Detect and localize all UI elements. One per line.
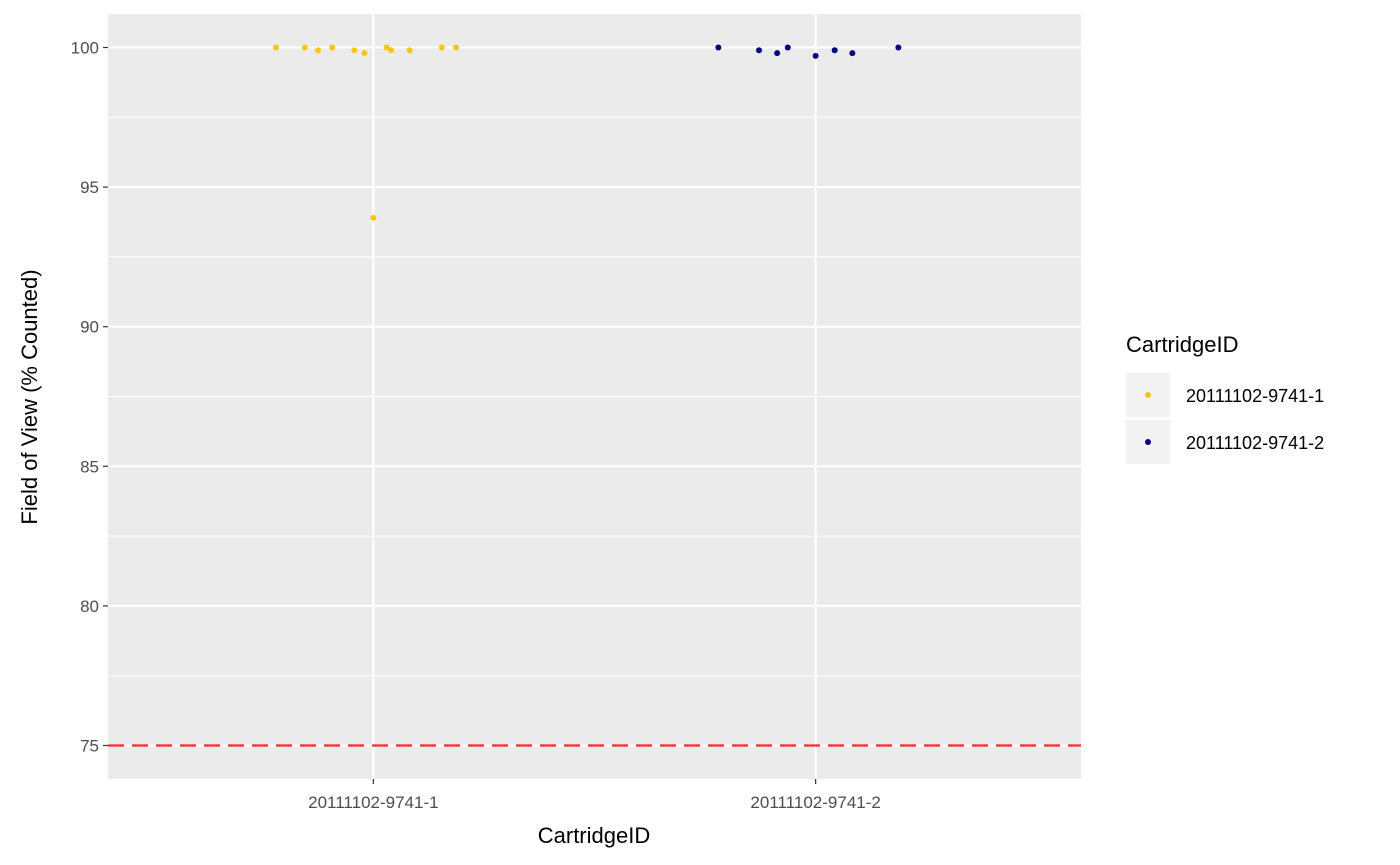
x-axis-title: CartridgeID — [538, 823, 650, 848]
y-tick-label: 100 — [71, 39, 99, 58]
data-point — [715, 44, 722, 51]
x-tick-label: 20111102-9741-2 — [750, 793, 880, 812]
y-axis-title: Field of View (% Counted) — [17, 269, 42, 524]
y-tick-label: 80 — [80, 597, 99, 616]
y-axis: 75 80 85 90 95 100 — [71, 39, 108, 755]
data-point — [383, 44, 390, 51]
legend: CartridgeID 20111102-9741-1 20111102-9741… — [1126, 332, 1324, 464]
data-point — [406, 47, 413, 54]
data-point — [756, 47, 763, 54]
data-point — [329, 44, 336, 51]
minor-gridlines — [108, 116, 1081, 677]
data-point — [273, 44, 280, 51]
data-point — [351, 47, 358, 54]
y-tick-label: 90 — [80, 318, 99, 337]
x-tick-label: 20111102-9741-1 — [308, 793, 438, 812]
data-point — [453, 44, 460, 51]
data-point — [361, 50, 368, 57]
data-points — [273, 44, 902, 221]
data-point — [388, 47, 395, 54]
data-point — [784, 44, 791, 51]
data-point — [774, 50, 781, 57]
data-point — [849, 50, 856, 57]
data-point — [831, 47, 838, 54]
y-tick-label: 85 — [80, 457, 99, 476]
data-point — [315, 47, 322, 54]
data-point — [812, 52, 819, 59]
y-tick-label: 75 — [80, 736, 99, 755]
x-axis: 20111102-9741-1 20111102-9741-2 — [308, 779, 881, 812]
data-point — [301, 44, 308, 51]
data-point — [895, 44, 902, 51]
major-gridlines — [108, 14, 1081, 779]
legend-swatch — [1145, 392, 1151, 398]
data-point — [370, 214, 377, 221]
data-point — [438, 44, 445, 51]
legend-label: 20111102-9741-1 — [1186, 386, 1324, 406]
y-tick-label: 95 — [80, 178, 99, 197]
legend-swatch — [1145, 439, 1151, 445]
legend-title: CartridgeID — [1126, 332, 1238, 357]
legend-label: 20111102-9741-2 — [1186, 433, 1324, 453]
